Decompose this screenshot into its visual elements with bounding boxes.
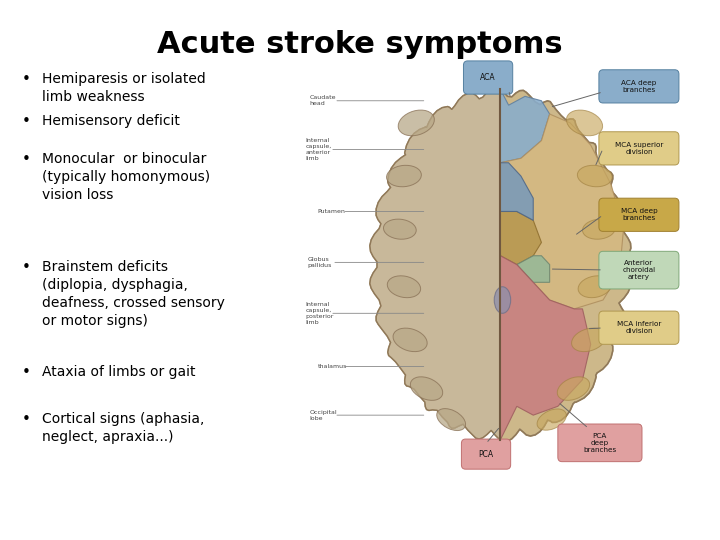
Text: PCA
deep
branches: PCA deep branches xyxy=(583,433,616,453)
Ellipse shape xyxy=(387,276,420,298)
Text: Anterior
choroidal
artery: Anterior choroidal artery xyxy=(622,260,655,280)
Ellipse shape xyxy=(557,377,590,400)
Ellipse shape xyxy=(410,377,443,400)
Ellipse shape xyxy=(387,165,421,187)
Text: Cortical signs (aphasia,
neglect, apraxia...): Cortical signs (aphasia, neglect, apraxi… xyxy=(42,412,204,444)
Text: MCA inferior
division: MCA inferior division xyxy=(617,321,661,334)
Polygon shape xyxy=(500,212,541,265)
Text: Occipital
lobe: Occipital lobe xyxy=(310,410,337,421)
FancyBboxPatch shape xyxy=(599,132,679,165)
Ellipse shape xyxy=(537,409,567,430)
Text: Internal
capsule,
anterior
limb: Internal capsule, anterior limb xyxy=(305,138,332,161)
Polygon shape xyxy=(517,256,549,282)
Text: thalamus: thalamus xyxy=(318,364,347,369)
Text: Putamen: Putamen xyxy=(318,209,346,214)
Polygon shape xyxy=(500,256,590,440)
FancyBboxPatch shape xyxy=(558,424,642,462)
Text: Caudate
head: Caudate head xyxy=(310,96,336,106)
Ellipse shape xyxy=(494,287,510,313)
FancyBboxPatch shape xyxy=(464,61,513,94)
Ellipse shape xyxy=(567,110,603,136)
Polygon shape xyxy=(370,87,631,441)
FancyBboxPatch shape xyxy=(599,251,679,289)
Text: •: • xyxy=(22,260,31,275)
Text: Hemiparesis or isolated
limb weakness: Hemiparesis or isolated limb weakness xyxy=(42,72,206,104)
Text: Ataxia of limbs or gait: Ataxia of limbs or gait xyxy=(42,365,196,379)
Ellipse shape xyxy=(393,328,427,352)
FancyBboxPatch shape xyxy=(599,311,679,345)
Polygon shape xyxy=(500,90,549,163)
Polygon shape xyxy=(500,163,534,220)
Text: Acute stroke symptoms: Acute stroke symptoms xyxy=(157,30,563,59)
Ellipse shape xyxy=(398,110,434,136)
Ellipse shape xyxy=(572,328,606,352)
Ellipse shape xyxy=(437,409,466,430)
Text: •: • xyxy=(22,152,31,167)
Text: Monocular  or binocular
(typically homonymous)
vision loss: Monocular or binocular (typically homony… xyxy=(42,152,210,202)
Ellipse shape xyxy=(384,219,416,239)
Ellipse shape xyxy=(578,276,611,298)
Text: MCA superior
division: MCA superior division xyxy=(615,142,663,155)
Text: MCA deep
branches: MCA deep branches xyxy=(621,208,657,221)
Text: PCA: PCA xyxy=(479,450,494,458)
Text: ACA: ACA xyxy=(480,73,496,82)
Text: •: • xyxy=(22,72,31,87)
Text: Globus
pallidus: Globus pallidus xyxy=(307,257,332,268)
Text: Brainstem deficits
(diplopia, dysphagia,
deafness, crossed sensory
or motor sign: Brainstem deficits (diplopia, dysphagia,… xyxy=(42,260,225,328)
Polygon shape xyxy=(370,87,500,440)
FancyBboxPatch shape xyxy=(599,198,679,232)
FancyBboxPatch shape xyxy=(462,439,510,469)
Text: Hemisensory deficit: Hemisensory deficit xyxy=(42,114,180,128)
Text: •: • xyxy=(22,365,31,380)
Text: •: • xyxy=(22,412,31,427)
Text: Internal
capsule,
posterior
limb: Internal capsule, posterior limb xyxy=(305,302,334,325)
Polygon shape xyxy=(500,114,624,309)
Text: •: • xyxy=(22,114,31,129)
Ellipse shape xyxy=(577,165,612,187)
Ellipse shape xyxy=(582,219,616,239)
FancyBboxPatch shape xyxy=(599,70,679,103)
Text: ACA deep
branches: ACA deep branches xyxy=(621,80,657,93)
